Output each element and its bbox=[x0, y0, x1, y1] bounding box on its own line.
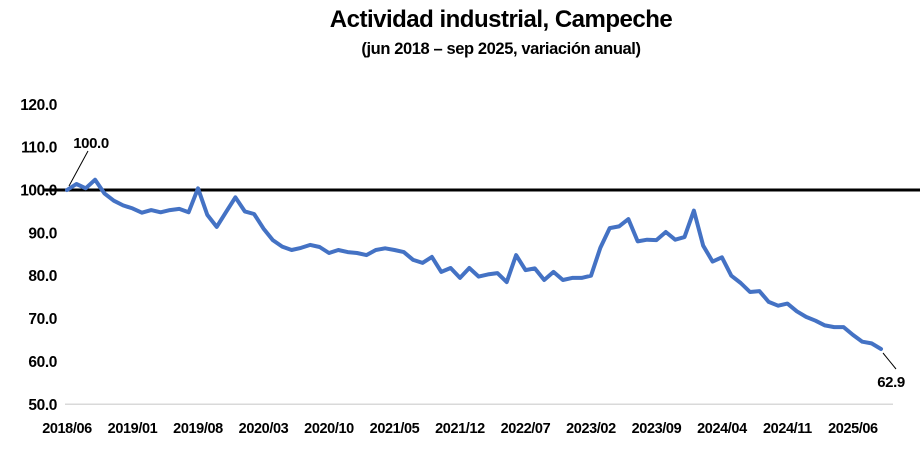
chart-title: Actividad industrial, Campeche bbox=[329, 6, 673, 33]
x-tick-label: 2021/12 bbox=[435, 421, 485, 437]
x-tick-label: 2020/03 bbox=[239, 421, 289, 437]
data-label: 62.9 bbox=[877, 374, 905, 391]
x-tick-label: 2025/06 bbox=[828, 421, 878, 437]
x-tick-label: 2019/01 bbox=[108, 421, 158, 437]
x-tick-label: 2024/04 bbox=[697, 421, 747, 437]
y-tick-label: 80.0 bbox=[28, 268, 57, 285]
x-tick-label: 2022/07 bbox=[501, 421, 551, 437]
annotation-leader-line bbox=[68, 150, 89, 187]
title-block: Actividad industrial, Campeche (jun 2018… bbox=[80, 6, 922, 59]
x-tick-label: 2023/02 bbox=[566, 421, 616, 437]
x-tick-label: 2018/06 bbox=[42, 421, 92, 437]
y-tick-label: 50.0 bbox=[28, 397, 57, 414]
x-tick-label: 2024/11 bbox=[763, 421, 812, 437]
y-tick-label: 100.0 bbox=[20, 183, 57, 200]
series-line-actividad bbox=[65, 177, 883, 351]
y-tick-label: 90.0 bbox=[28, 225, 57, 242]
y-tick-label: 60.0 bbox=[28, 354, 57, 371]
x-tick-label: 2023/09 bbox=[632, 421, 682, 437]
y-tick-label: 120.0 bbox=[20, 97, 57, 114]
chart-subtitle: (jun 2018 – sep 2025, variación anual) bbox=[361, 40, 641, 58]
data-label: 100.0 bbox=[73, 135, 109, 152]
x-tick-label: 2019/08 bbox=[173, 421, 223, 437]
y-tick-label: 70.0 bbox=[28, 311, 57, 328]
x-tick-label: 2021/05 bbox=[370, 421, 420, 437]
y-tick-label: 110.0 bbox=[21, 140, 57, 157]
annotation-leader-line bbox=[882, 352, 897, 370]
x-tick-label: 2020/10 bbox=[304, 421, 354, 437]
